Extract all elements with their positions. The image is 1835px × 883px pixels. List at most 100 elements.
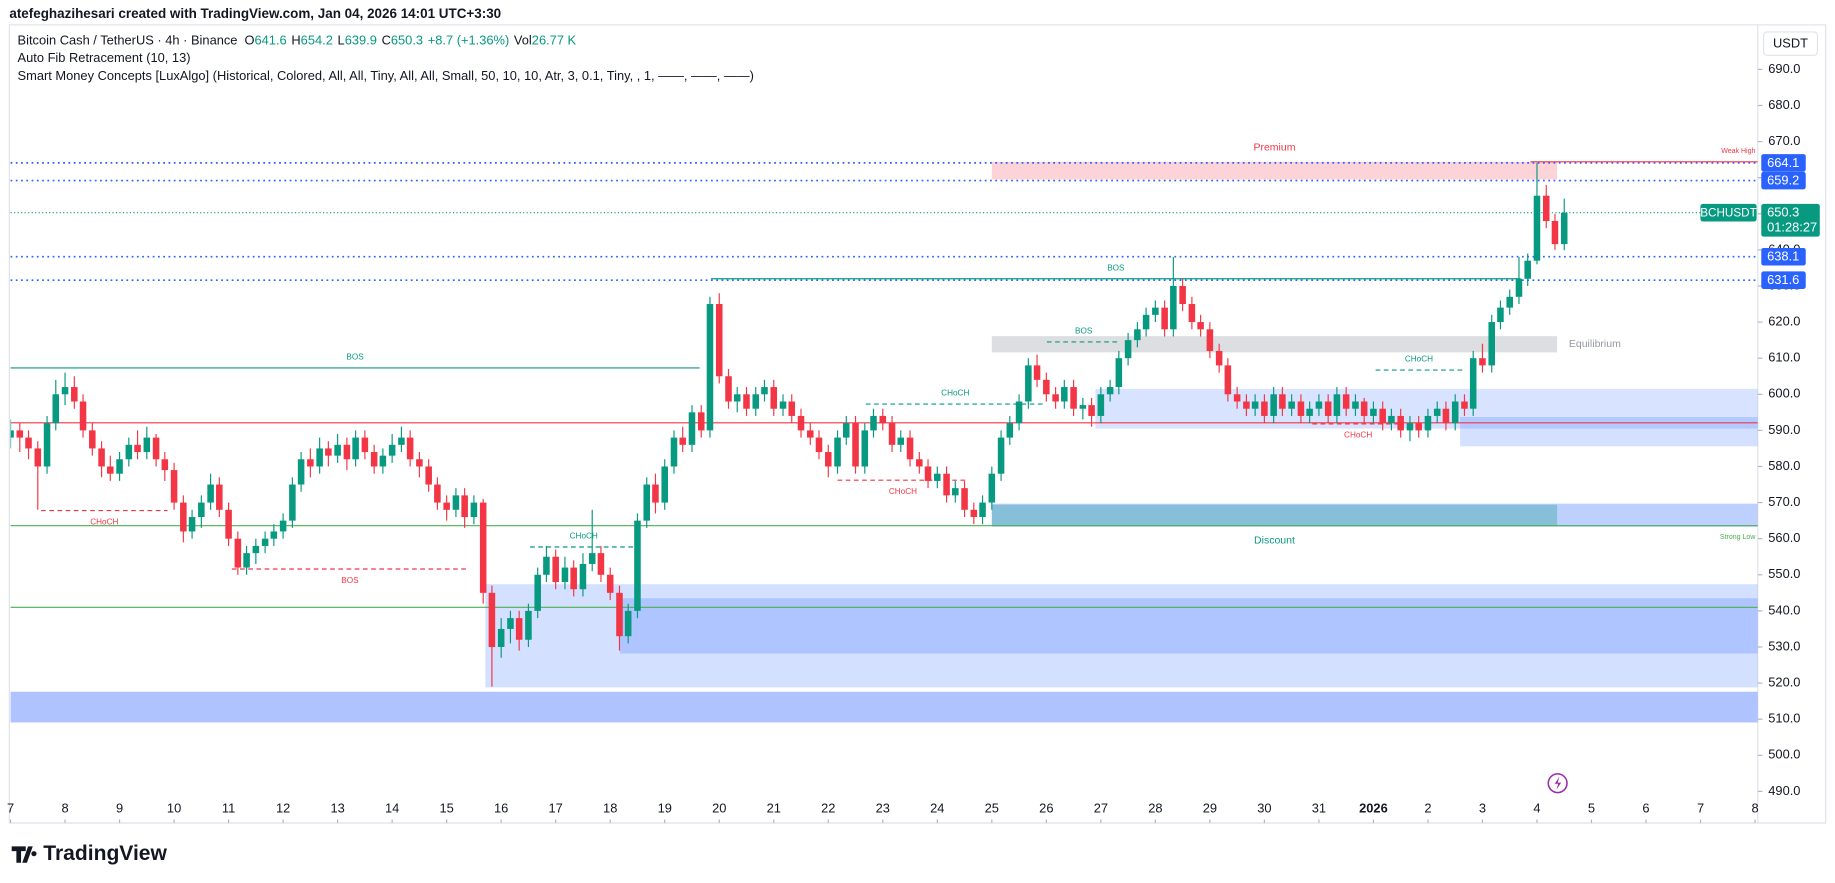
candle-body	[1088, 405, 1095, 416]
candle-body	[1288, 401, 1295, 409]
candle-body	[643, 484, 651, 521]
candle-body	[370, 452, 378, 467]
candle-body	[216, 484, 223, 510]
candle-body	[34, 448, 42, 467]
candle-body	[1142, 314, 1150, 330]
candle-body	[797, 415, 805, 431]
candle-body	[561, 567, 569, 583]
candle-body	[525, 610, 532, 640]
x-tick-label: 2	[1424, 800, 1431, 815]
candle-body	[1115, 358, 1123, 388]
candle-body	[815, 437, 823, 453]
candle-body	[1043, 379, 1050, 395]
logo-text: TradingView	[43, 842, 167, 865]
structure-label: CHoCH	[90, 517, 118, 526]
candle-body	[98, 448, 105, 467]
zone	[10, 691, 1758, 723]
x-tick-label: 18	[603, 800, 617, 815]
candle-body	[679, 437, 686, 445]
candle-body	[1551, 220, 1559, 245]
candle-body	[1124, 340, 1132, 359]
candle-body	[1206, 329, 1214, 351]
candle-body	[1360, 401, 1368, 416]
candle-body	[461, 495, 468, 518]
level-tag: 659.2	[1767, 173, 1799, 188]
candle-body	[388, 444, 396, 456]
y-tick-label: 560.0	[1768, 530, 1800, 545]
candle-body	[334, 444, 341, 456]
indicator: Smart Money Concepts [LuxAlgo] (Historic…	[18, 68, 754, 83]
last-price-tag-bg	[1761, 203, 1820, 237]
x-tick-label: 15	[440, 800, 454, 815]
candle-body	[779, 401, 787, 409]
candle-body	[1197, 322, 1204, 330]
y-tick-label: 680.0	[1768, 97, 1800, 112]
structure-label: CHoCH	[570, 532, 598, 541]
credit: atefeghazihesari created with TradingVie…	[9, 6, 501, 21]
x-tick-label: 8	[1751, 800, 1758, 815]
candle-body	[207, 484, 214, 503]
candle-body	[1015, 401, 1023, 424]
candle-body	[906, 437, 914, 460]
candle-body	[697, 412, 705, 431]
candle-body	[279, 520, 287, 532]
candle-body	[761, 387, 768, 395]
structure-label: BOS	[341, 576, 359, 585]
candle-body	[1161, 307, 1168, 330]
candle-body	[743, 394, 750, 409]
candle-body	[425, 466, 432, 485]
level-tag-bg	[1761, 271, 1806, 289]
candle-body	[834, 437, 841, 467]
candle-body	[479, 502, 487, 593]
x-tick-label: 16	[494, 800, 508, 815]
last-price-tag: 650.3	[1767, 205, 1799, 220]
lightning-button[interactable]	[1547, 773, 1568, 794]
y-tick-label: 530.0	[1768, 638, 1800, 653]
candle-body	[715, 304, 723, 377]
y-tick-label: 510.0	[1768, 711, 1800, 726]
y-tick-label: 540.0	[1768, 602, 1800, 617]
candle-body	[452, 495, 460, 510]
candle-body	[788, 401, 796, 416]
candle-body	[1270, 394, 1277, 416]
candle-body	[1070, 387, 1077, 409]
zone	[485, 584, 1758, 688]
x-tick-label: 4	[1533, 800, 1540, 815]
candle-body	[852, 423, 859, 467]
candle-body	[1224, 365, 1232, 395]
ohlc-key: C	[382, 33, 391, 48]
ohlc-value: 650.3	[391, 33, 423, 48]
candle-body	[170, 470, 178, 503]
candle-body	[970, 509, 978, 518]
candle-body	[398, 437, 405, 445]
candle-body	[997, 437, 1005, 474]
x-tick-label: 28	[1148, 800, 1162, 815]
zone-label: Premium	[1253, 142, 1295, 154]
y-tick-label: 690.0	[1768, 61, 1800, 76]
y-tick-label: 550.0	[1768, 566, 1800, 581]
candle-body	[488, 592, 496, 647]
level-tag-bg	[1761, 154, 1806, 172]
candle-body	[1179, 285, 1186, 305]
candle-body	[61, 387, 69, 395]
candle-body	[161, 459, 169, 471]
candle-body	[1106, 387, 1114, 395]
x-tick-label: 10	[167, 800, 181, 815]
structure-label: CHoCH	[889, 487, 917, 496]
x-tick-label: 27	[1094, 800, 1108, 815]
lightning-icon[interactable]	[1554, 776, 1562, 790]
symbol-tag-bg	[1700, 203, 1757, 222]
candle-body	[1251, 401, 1259, 409]
x-tick-label: 14	[385, 800, 399, 815]
candle-body	[261, 538, 269, 546]
structure-label: BOS	[346, 353, 364, 362]
candle-body	[316, 448, 323, 467]
candle-body	[252, 545, 260, 554]
candle-body	[180, 502, 187, 532]
structure-label: BOS	[1075, 327, 1093, 336]
candle-body	[752, 394, 760, 409]
candle-body	[1243, 401, 1250, 409]
x-tick-label: 8	[61, 800, 68, 815]
candle-body	[243, 553, 250, 568]
